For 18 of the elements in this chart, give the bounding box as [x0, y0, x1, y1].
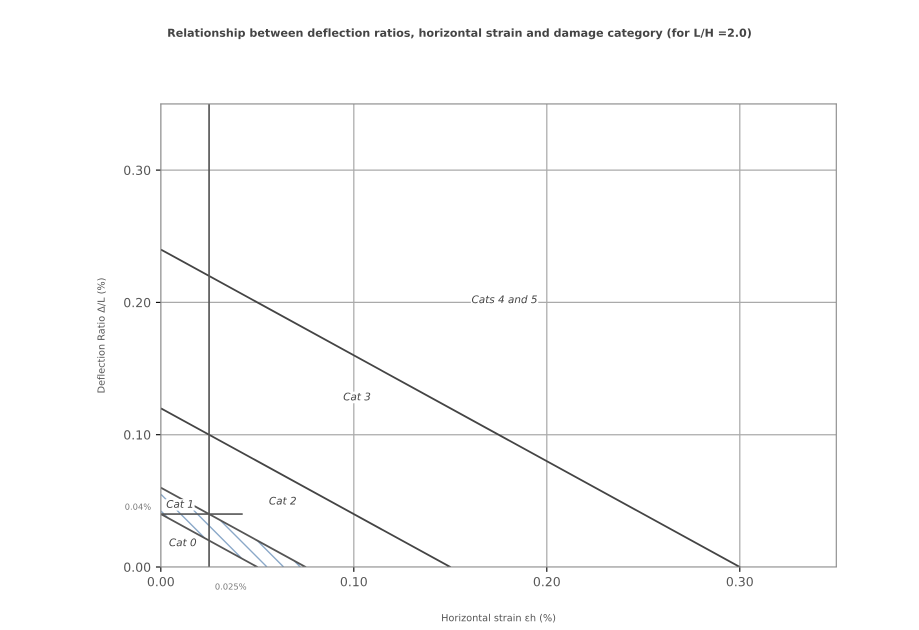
ref-line-label: 0.04%: [125, 504, 151, 510]
chart-title: Relationship between deflection ratios, horizontal strain and damage category (for L/H =2.0): [168, 28, 751, 40]
x-tick-label: 0.00: [148, 576, 174, 586]
annotation: Cats 4 and 5: [472, 295, 537, 304]
annotation: Cat 0: [169, 538, 196, 546]
annotation: Cat 2: [269, 496, 296, 505]
y-tick-label: 0.00: [124, 562, 150, 572]
y-tick-label: 0.20: [124, 298, 150, 308]
y-tick-label: 0.10: [124, 430, 150, 440]
annotation: Cat 1: [166, 500, 192, 508]
y-axis-title: Deflection Ratio Δ/L (%): [97, 278, 106, 392]
x-tick-label: 0.30: [726, 576, 753, 586]
y-tick-label: 0.30: [124, 166, 150, 176]
x-tick-label: 0.10: [340, 576, 367, 586]
ref-line-label: 0.025%: [215, 583, 246, 590]
x-axis-title: Horizontal strain εh (%): [442, 614, 556, 622]
annotation: Cat 3: [344, 392, 370, 400]
x-tick-label: 0.20: [534, 576, 560, 586]
